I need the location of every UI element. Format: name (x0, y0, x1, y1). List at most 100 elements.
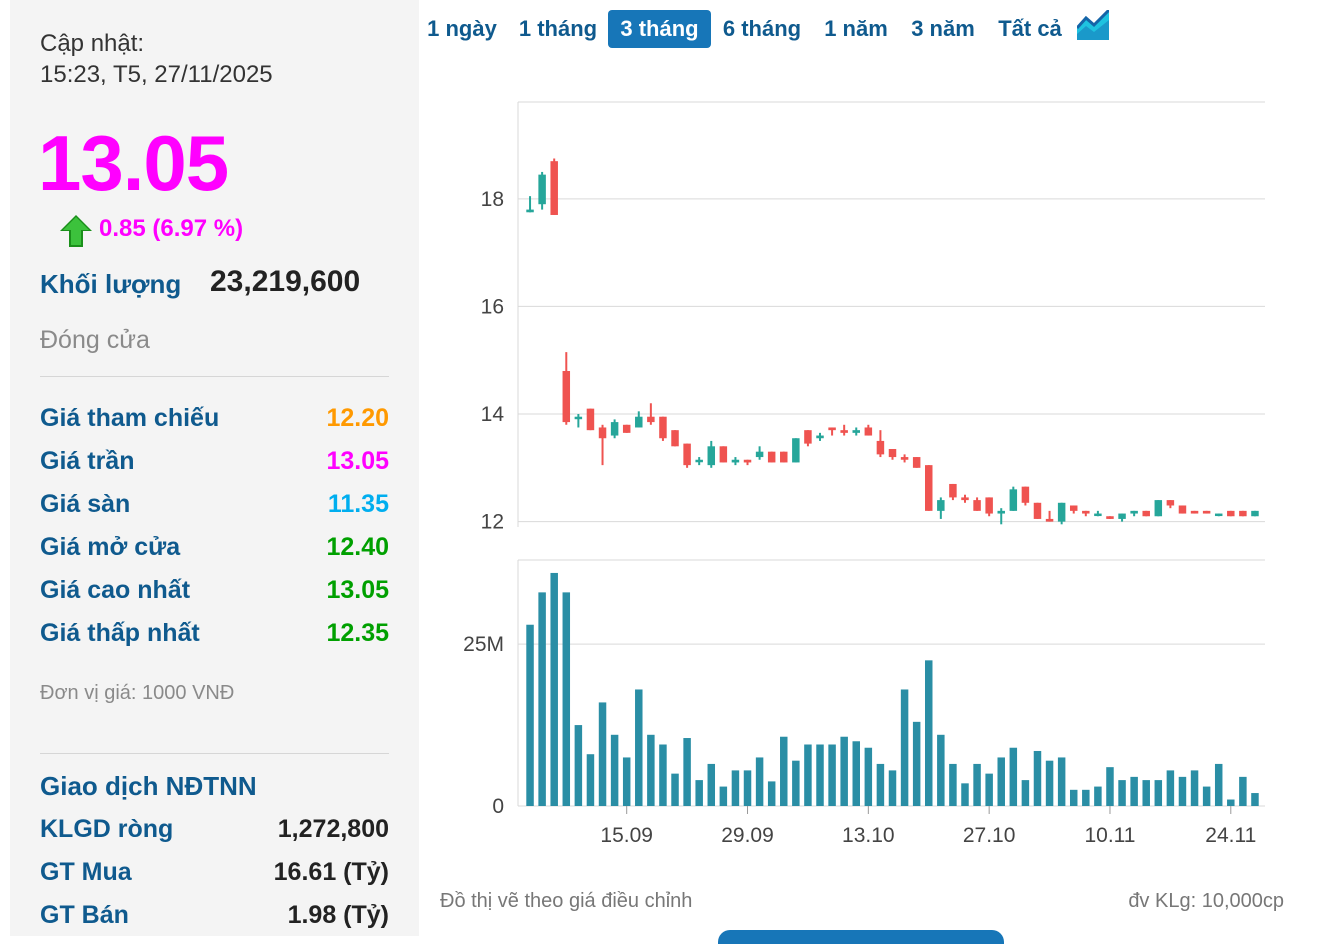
x-tick-label: 27.10 (963, 824, 1016, 847)
volume-bar (876, 763, 885, 806)
volume-bar (828, 744, 836, 806)
candle-body (1069, 505, 1078, 511)
price-tick-label: 12 (481, 511, 504, 534)
stat-label: Giá sàn (40, 490, 131, 518)
candle-body (767, 451, 776, 463)
volume-bar (731, 770, 740, 806)
foreign-trading-title: Giao dịch NĐTNN (40, 771, 257, 801)
candle-body (731, 459, 740, 463)
tab-1-year[interactable]: 1 năm (824, 16, 888, 41)
candle-body (985, 497, 993, 514)
volume-bar (1094, 786, 1102, 806)
volume-bar (961, 783, 969, 806)
candle-body (1045, 518, 1054, 522)
candle-body (1057, 502, 1066, 522)
candle-body (780, 451, 788, 463)
volume-bar (1057, 757, 1066, 806)
tab-1-day[interactable]: 1 ngày (427, 16, 497, 41)
candle-body (586, 408, 595, 431)
candle-body (671, 430, 679, 447)
volume-bar (985, 773, 993, 806)
x-tick-label: 13.10 (842, 824, 895, 847)
tab-3-years[interactable]: 3 năm (911, 16, 975, 41)
price-tick-label: 14 (481, 403, 505, 426)
volume-bar (1166, 770, 1175, 806)
candle-body (538, 174, 546, 205)
chart-footnote: Đồ thị vẽ theo giá điều chỉnh (440, 890, 693, 912)
volume-bar (1106, 767, 1114, 806)
volume-bar (767, 781, 776, 806)
volume-bar (659, 744, 667, 806)
candle-body (574, 416, 583, 420)
up-arrow-icon (60, 215, 92, 247)
volume-bar (780, 736, 788, 806)
stat-label: Giá tham chiếu (40, 404, 220, 432)
candle-body (622, 424, 631, 433)
foreign-value: 1.98 (Tỷ) (287, 901, 389, 929)
candle-body (792, 438, 800, 463)
volume-bar (1045, 760, 1054, 806)
volume-bar (1021, 780, 1030, 806)
candle-body (1106, 516, 1114, 519)
foreign-row-net-volume: KLGD ròng 1,272,800 (40, 815, 389, 849)
volume-bar (635, 689, 643, 806)
candle-body (1009, 489, 1018, 511)
volume-bar (538, 592, 546, 806)
stat-row-low: Giá thấp nhất 12.35 (40, 619, 389, 653)
candle-body (683, 443, 691, 466)
volume-bar (1033, 750, 1042, 806)
candle-body (743, 459, 752, 463)
volume-tick-label: 0 (492, 795, 504, 818)
volume-bar (1178, 776, 1187, 806)
price-unit-note: Đơn vị giá: 1000 VNĐ (40, 682, 235, 704)
tab-1-month[interactable]: 1 tháng (518, 16, 598, 41)
candle-body (840, 430, 848, 433)
stat-value: 12.40 (326, 533, 389, 561)
candle-body (562, 370, 571, 423)
candle-body (707, 446, 716, 466)
price-tick-label: 18 (481, 188, 504, 211)
quote-panel: Cập nhật: 15:23, T5, 27/11/2025 13.05 0.… (10, 0, 419, 936)
tab-6-months[interactable]: 6 tháng (722, 16, 802, 41)
volume-bar (1214, 763, 1223, 806)
chart-type-icon[interactable] (1077, 10, 1109, 40)
volume-bar (683, 738, 691, 806)
tab-all[interactable]: Tất cả (998, 16, 1062, 41)
volume-bar (1202, 786, 1211, 806)
price-tick-label: 16 (481, 295, 504, 318)
stat-value: 12.20 (326, 404, 389, 432)
volume-bar (937, 734, 945, 806)
candle-body (1166, 500, 1175, 506)
volume-bar (1251, 793, 1259, 806)
stat-label: Giá thấp nhất (40, 619, 200, 647)
candle-body (1094, 513, 1102, 517)
tab-3-months[interactable]: 3 tháng (608, 10, 711, 48)
stat-label: Giá cao nhất (40, 576, 191, 604)
foreign-label: GT Mua (40, 858, 132, 886)
volume-bar (610, 734, 619, 806)
volume-bar (755, 757, 764, 806)
volume-bar (622, 757, 631, 806)
foreign-value: 1,272,800 (277, 815, 389, 843)
candle-body (949, 483, 957, 498)
candle-body (1202, 510, 1211, 514)
candle-body (1178, 505, 1187, 514)
stat-value: 13.05 (326, 447, 389, 475)
volume-bar (864, 747, 873, 806)
candle-body (1251, 510, 1259, 517)
candle-body (1190, 510, 1199, 514)
update-info: Cập nhật: 15:23, T5, 27/11/2025 (40, 28, 273, 90)
candle-body (1033, 502, 1042, 519)
more-button[interactable] (718, 930, 1004, 944)
volume-bar (586, 754, 595, 806)
candle-body (1021, 486, 1030, 503)
volume-bar (1227, 799, 1235, 806)
volume-bar (743, 770, 752, 806)
volume-bar (1142, 780, 1150, 806)
price-change: 0.85 (6.97 %) (99, 215, 244, 242)
volume-bar (852, 741, 860, 806)
volume-bar (1118, 780, 1126, 806)
candle-body (864, 427, 873, 436)
update-label: Cập nhật: (40, 30, 145, 57)
volume-unit-note: đv KLg: 10,000cp (1128, 890, 1284, 912)
